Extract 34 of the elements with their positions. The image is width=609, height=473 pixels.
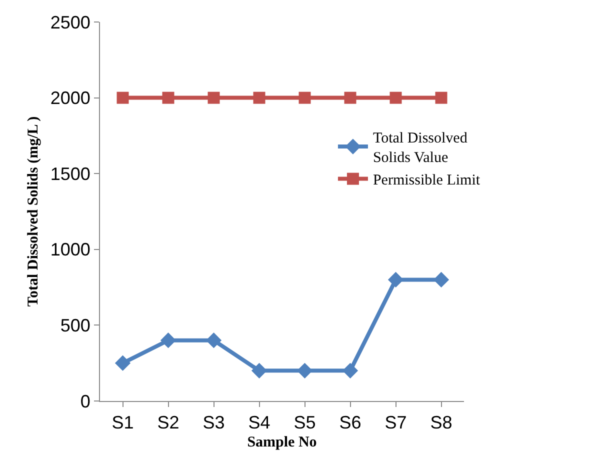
point: [116, 92, 129, 104]
y-tick-label: 2500: [50, 12, 90, 32]
x-tick-label: S4: [248, 412, 270, 433]
y-axis-title: Total Dissolved Solids (mg/L ): [26, 116, 42, 307]
y-tick-label: 500: [60, 316, 90, 336]
x-tick-label: S7: [384, 412, 407, 433]
point: [251, 362, 268, 378]
x-tick-label: S1: [112, 412, 134, 433]
y-tick-label: 1500: [50, 164, 90, 184]
x-tick-label: S5: [294, 412, 316, 433]
point: [298, 92, 311, 104]
point: [208, 92, 220, 104]
legend-label: Permissible Limit: [372, 172, 481, 189]
point: [162, 92, 174, 104]
point: [390, 92, 402, 104]
x-tick-label: S8: [430, 412, 452, 433]
x-axis-title: Sample No: [247, 434, 317, 451]
y-tick-label: 0: [80, 391, 90, 412]
y-tick-label: 1000: [50, 240, 90, 260]
point: [388, 272, 404, 288]
point: [342, 362, 358, 378]
x-tick-label: S6: [339, 412, 362, 433]
point: [253, 92, 266, 104]
point: [114, 355, 131, 371]
legend-label: Total Dissolved Solids Value: [372, 130, 468, 166]
point: [344, 92, 356, 104]
point: [433, 272, 450, 288]
y-tick-label: 2000: [50, 88, 90, 108]
x-tick-label: S3: [202, 412, 225, 433]
point: [296, 362, 313, 378]
point: [435, 92, 448, 104]
point: [160, 332, 176, 348]
point: [206, 332, 222, 348]
x-tick-label: S2: [157, 412, 180, 433]
